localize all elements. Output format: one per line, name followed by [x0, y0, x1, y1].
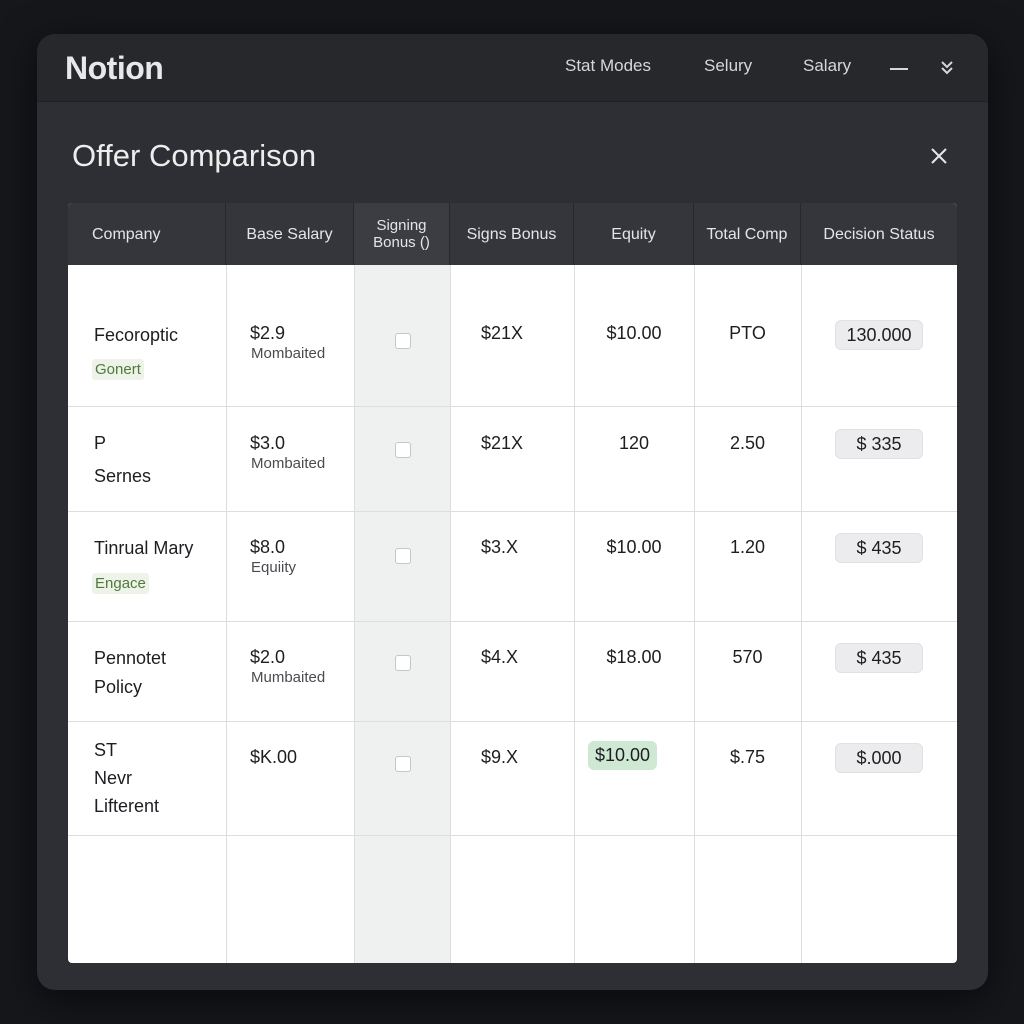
- header-base-salary[interactable]: Base Salary: [226, 203, 354, 265]
- status-badge[interactable]: $ 435: [835, 533, 923, 563]
- signing-bonus-checkbox[interactable]: [395, 548, 411, 564]
- company-name: Fecoroptic: [94, 325, 179, 345]
- table-header: Company Base Salary Signing Bonus () Sig…: [68, 203, 957, 265]
- header-signing-line1: Signing: [376, 217, 427, 234]
- company-name: P: [94, 433, 107, 453]
- grid-line: [450, 265, 451, 963]
- row-divider: [68, 721, 957, 722]
- company-name: Tinrual Mary: [94, 538, 194, 558]
- base-salary-note: Mombaited: [251, 345, 326, 362]
- header-signs-bonus[interactable]: Signs Bonus: [450, 203, 574, 265]
- row-divider: [68, 835, 957, 836]
- company-name-line3: Lifterent: [94, 796, 160, 816]
- close-icon[interactable]: [927, 144, 951, 168]
- base-salary: $K.00: [250, 747, 298, 767]
- status-badge[interactable]: $.000: [835, 743, 923, 773]
- company-tag: Engace: [92, 573, 149, 594]
- status-badge[interactable]: $ 335: [835, 429, 923, 459]
- base-salary: $2.9: [250, 323, 286, 343]
- total-comp: $.75: [729, 747, 766, 767]
- row-divider: [68, 511, 957, 512]
- total-comp: 1.20: [729, 537, 766, 557]
- brand-logo: Notion: [65, 50, 164, 86]
- header-signing-line2: Bonus (): [373, 234, 430, 251]
- offer-table: Company Base Salary Signing Bonus () Sig…: [68, 203, 957, 963]
- nav-item-salary[interactable]: Salary: [803, 56, 852, 75]
- minus-icon[interactable]: [890, 68, 908, 70]
- chevron-double-down-icon[interactable]: [940, 59, 954, 75]
- page-title: Offer Comparison: [72, 138, 317, 173]
- header-decision-status[interactable]: Decision Status: [823, 225, 935, 243]
- base-salary-note: Equiity: [251, 559, 297, 576]
- equity-highlight: $10.00: [588, 741, 658, 770]
- total-comp: 2.50: [729, 433, 766, 453]
- company-tag: Gonert: [92, 359, 144, 380]
- signs-bonus: $4.X: [481, 647, 519, 667]
- grid-line: [574, 265, 575, 963]
- company-name-line2: Nevr: [94, 768, 133, 788]
- grid-line: [354, 265, 355, 963]
- base-salary-note: Mumbaited: [251, 669, 326, 686]
- signing-column-shade: [354, 265, 450, 963]
- equity: 120: [618, 433, 650, 453]
- signs-bonus: $3.X: [481, 537, 519, 557]
- top-bar: Notion Stat Modes Selury Salary: [37, 34, 988, 102]
- status-badge[interactable]: $ 435: [835, 643, 923, 673]
- signs-bonus: $9.X: [481, 747, 519, 767]
- base-salary: $2.0: [250, 647, 286, 667]
- company-name-line2: Policy: [94, 677, 143, 697]
- grid-line: [801, 265, 802, 963]
- equity: $10.00: [606, 323, 662, 343]
- grid-line: [694, 265, 695, 963]
- signs-bonus: $21X: [481, 323, 524, 343]
- total-comp: PTO: [729, 323, 766, 343]
- signing-bonus-checkbox[interactable]: [395, 756, 411, 772]
- total-comp: 570: [732, 647, 763, 667]
- base-salary: $8.0: [250, 537, 286, 557]
- equity: $18.00: [606, 647, 662, 667]
- nav-item-stat-modes[interactable]: Stat Modes: [565, 56, 651, 75]
- company-name: Pennotet: [94, 648, 167, 668]
- header-signing-bonus[interactable]: Signing Bonus (): [354, 203, 450, 265]
- status-badge[interactable]: 130.000: [835, 320, 923, 350]
- base-salary: $3.0: [250, 433, 286, 453]
- equity: $10.00: [606, 537, 662, 557]
- signs-bonus: $21X: [481, 433, 524, 453]
- signing-bonus-checkbox[interactable]: [395, 655, 411, 671]
- signing-bonus-checkbox[interactable]: [395, 333, 411, 349]
- app-window: Notion Stat Modes Selury Salary Offer Co…: [37, 34, 988, 990]
- base-salary-note: Mombaited: [251, 455, 326, 472]
- company-name-line2: Sernes: [94, 466, 152, 486]
- header-company[interactable]: Company: [68, 203, 226, 265]
- header-total-comp[interactable]: Total Comp: [694, 203, 801, 265]
- signing-bonus-checkbox[interactable]: [395, 442, 411, 458]
- grid-line: [226, 265, 227, 963]
- nav-item-selury[interactable]: Selury: [704, 56, 753, 75]
- row-divider: [68, 621, 957, 622]
- row-divider: [68, 406, 957, 407]
- company-name: ST: [94, 740, 118, 760]
- header-equity[interactable]: Equity: [574, 203, 694, 265]
